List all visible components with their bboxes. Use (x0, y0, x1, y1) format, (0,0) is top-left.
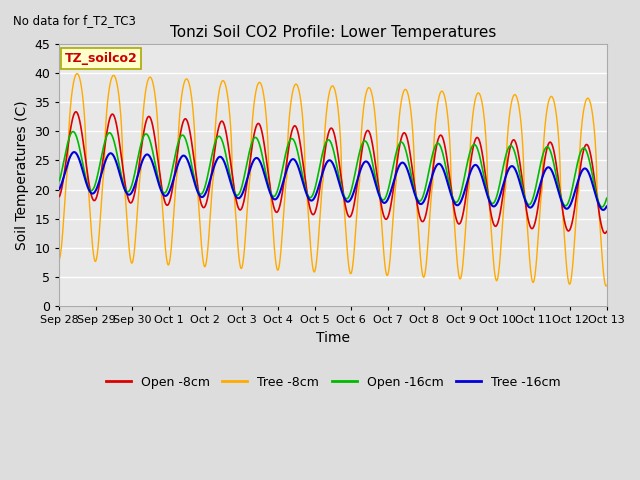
Text: No data for f_T2_TC3: No data for f_T2_TC3 (13, 14, 136, 27)
Legend: Open -8cm, Tree -8cm, Open -16cm, Tree -16cm: Open -8cm, Tree -8cm, Open -16cm, Tree -… (100, 371, 565, 394)
Title: Tonzi Soil CO2 Profile: Lower Temperatures: Tonzi Soil CO2 Profile: Lower Temperatur… (170, 24, 496, 39)
Y-axis label: Soil Temperatures (C): Soil Temperatures (C) (15, 100, 29, 250)
Text: TZ_soilco2: TZ_soilco2 (65, 52, 138, 65)
X-axis label: Time: Time (316, 331, 350, 345)
